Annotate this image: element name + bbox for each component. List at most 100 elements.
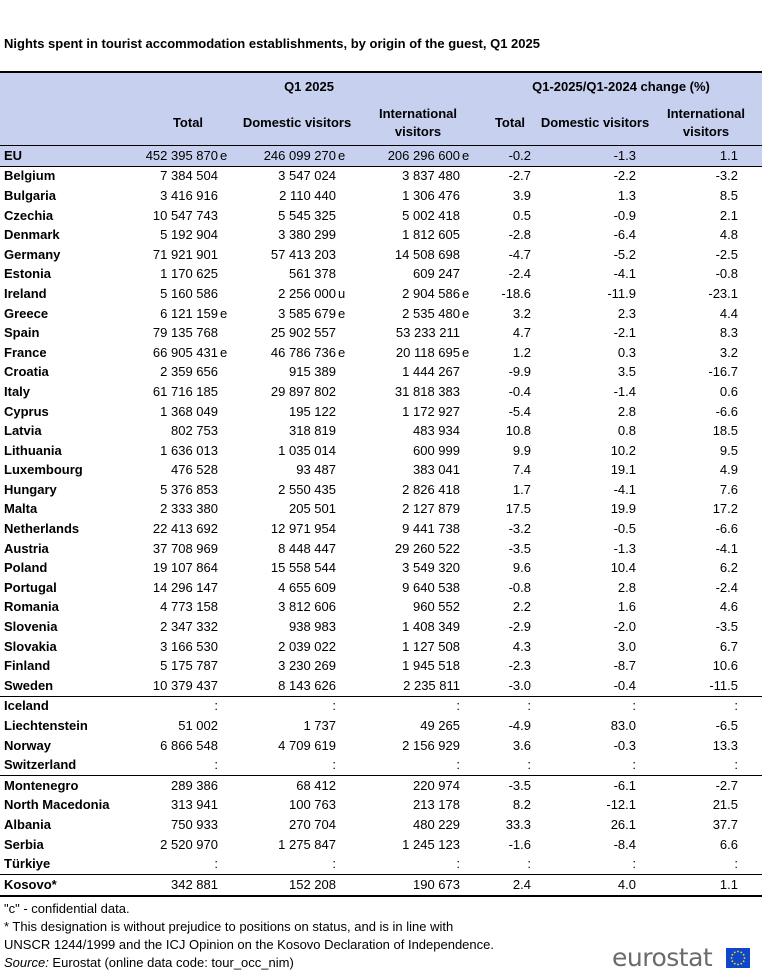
header-domestic: Domestic visitors: [238, 100, 356, 146]
total-cell: 5 192 904: [138, 225, 238, 245]
international-cell-value: 1 444 267: [402, 364, 460, 380]
total-cell-value: 5 175 787: [160, 658, 218, 674]
country-cell: Spain: [4, 325, 40, 341]
country-cell: Türkiye: [4, 856, 51, 872]
change-international-cell: 37.7: [712, 816, 738, 832]
country-cell: Bulgaria: [4, 187, 57, 203]
domestic-cell-flag: e: [338, 147, 346, 163]
change-total-cell: 2.2: [512, 599, 531, 615]
country-cell: Estonia: [4, 266, 51, 282]
country-cell: Luxembourg: [4, 462, 83, 478]
table-row: Serbia 2 520 970 1 275 847 1 245 123 -1.6 -8.…: [0, 835, 762, 855]
international-cell: 5 002 418: [356, 206, 480, 226]
total-cell-value: 71 921 901: [152, 246, 218, 262]
table-row: Austria 37 708 969 8 448 447 29 260 522 -3.5…: [0, 539, 762, 559]
domestic-cell-value: 3 585 679: [278, 305, 336, 321]
change-total-cell: -1.6: [508, 836, 531, 852]
table-row: Cyprus 1 368 049 195 122 1 172 927 -5.4 2.8 -6…: [0, 402, 762, 422]
change-domestic-cell: 2.8: [617, 403, 636, 419]
total-cell: 61 716 185: [138, 382, 238, 402]
domestic-cell-value: 3 380 299: [278, 227, 336, 243]
domestic-cell-value: 46 786 736: [270, 344, 336, 360]
country-cell: Sweden: [4, 677, 54, 693]
change-total-cell: 33.3: [505, 816, 531, 832]
country-cell: Slovakia: [4, 638, 57, 654]
table-body: EU 452 395 870 e 246 099 270 e 206 296 600 e -0…: [0, 145, 762, 897]
domestic-cell-value: 68 412: [296, 777, 336, 793]
international-cell-value: :: [456, 757, 460, 773]
change-international-cell: 6.6: [719, 836, 738, 852]
total-cell: 3 416 916: [138, 186, 238, 206]
domestic-cell-value: 561 378: [289, 266, 336, 282]
total-cell-value: 452 395 870: [145, 147, 218, 163]
domestic-cell: 25 902 557: [238, 323, 356, 343]
domestic-cell-value: 4 655 609: [278, 579, 336, 595]
country-cell: Germany: [4, 246, 61, 262]
domestic-cell-value: :: [332, 757, 336, 773]
change-domestic-cell: 1.6: [617, 599, 636, 615]
domestic-cell: 152 208: [238, 873, 356, 897]
domestic-cell-value: 12 971 954: [270, 521, 336, 537]
change-domestic-cell: -2.0: [613, 619, 636, 635]
table-row: France 66 905 431 e 46 786 736 e 20 118 695 e 1…: [0, 343, 762, 363]
total-cell: 2 333 380: [138, 500, 238, 520]
international-cell: 31 818 383: [356, 382, 480, 402]
total-cell: 289 386: [138, 774, 238, 796]
change-international-cell: 1.1: [650, 145, 762, 167]
international-cell-value: 29 260 522: [394, 540, 460, 556]
table-row: Albania 750 933 270 704 480 229 33.3 26.1 37.7: [0, 815, 762, 835]
total-cell-value: 7 384 504: [160, 168, 218, 184]
total-cell: 6 866 548: [138, 736, 238, 756]
total-cell: 14 296 147: [138, 578, 238, 598]
total-cell-flag: e: [220, 147, 228, 163]
international-cell: 2 826 418: [356, 480, 480, 500]
change-domestic-cell: -1.4: [613, 383, 636, 399]
international-cell-value: 2 535 480: [402, 305, 460, 321]
domestic-cell-value: 938 983: [289, 619, 336, 635]
international-cell-value: 609 247: [413, 266, 460, 282]
domestic-cell-value: 152 208: [289, 876, 336, 892]
international-cell: 14 508 698: [356, 245, 480, 265]
international-cell-value: 1 172 927: [402, 403, 460, 419]
international-cell: 206 296 600 e: [356, 145, 480, 167]
total-cell: 37 708 969: [138, 539, 238, 559]
domestic-cell: 246 099 270 e: [238, 145, 356, 167]
international-cell: 2 235 811: [356, 676, 480, 696]
international-cell: 29 260 522: [356, 539, 480, 559]
international-cell: 9 441 738: [356, 519, 480, 539]
change-domestic-cell: -0.4: [613, 677, 636, 693]
domestic-cell-value: 205 501: [289, 501, 336, 517]
change-domestic-cell: -5.2: [613, 246, 636, 262]
domestic-cell: 561 378: [238, 265, 356, 285]
change-domestic-cell: 2.3: [617, 305, 636, 321]
total-cell-value: 10 547 743: [152, 207, 218, 223]
domestic-cell-value: 2 110 440: [279, 187, 336, 203]
change-domestic-cell: 0.8: [617, 423, 636, 439]
domestic-cell-flag: e: [338, 305, 346, 321]
total-cell-value: 6 121 159: [160, 305, 218, 321]
international-cell-value: 1 245 123: [402, 836, 460, 852]
change-international-cell: 4.9: [719, 462, 738, 478]
international-cell-flag: e: [462, 147, 470, 163]
change-total-cell: 4.7: [512, 325, 531, 341]
total-cell: 5 376 853: [138, 480, 238, 500]
domestic-cell: 57 413 203: [238, 245, 356, 265]
change-total-cell: 2.4: [480, 873, 540, 897]
change-international-cell: 7.6: [719, 481, 738, 497]
international-cell-value: 2 826 418: [402, 481, 460, 497]
country-cell: Czechia: [4, 207, 54, 223]
international-cell-value: 1 127 508: [402, 638, 460, 654]
total-cell: 476 528: [138, 461, 238, 481]
change-total-cell: -4.7: [508, 246, 531, 262]
international-cell: 600 999: [356, 441, 480, 461]
total-cell: 19 107 864: [138, 558, 238, 578]
international-cell-value: 960 552: [413, 599, 460, 615]
total-cell-value: 22 413 692: [152, 521, 218, 537]
total-cell: 6 121 159 e: [138, 304, 238, 324]
total-cell: 2 520 970: [138, 835, 238, 855]
total-cell-value: 476 528: [171, 462, 218, 478]
change-international-cell: 18.5: [712, 423, 738, 439]
international-cell: :: [356, 854, 480, 874]
international-cell-value: 3 549 320: [402, 560, 460, 576]
change-total-cell: 3.9: [512, 187, 531, 203]
